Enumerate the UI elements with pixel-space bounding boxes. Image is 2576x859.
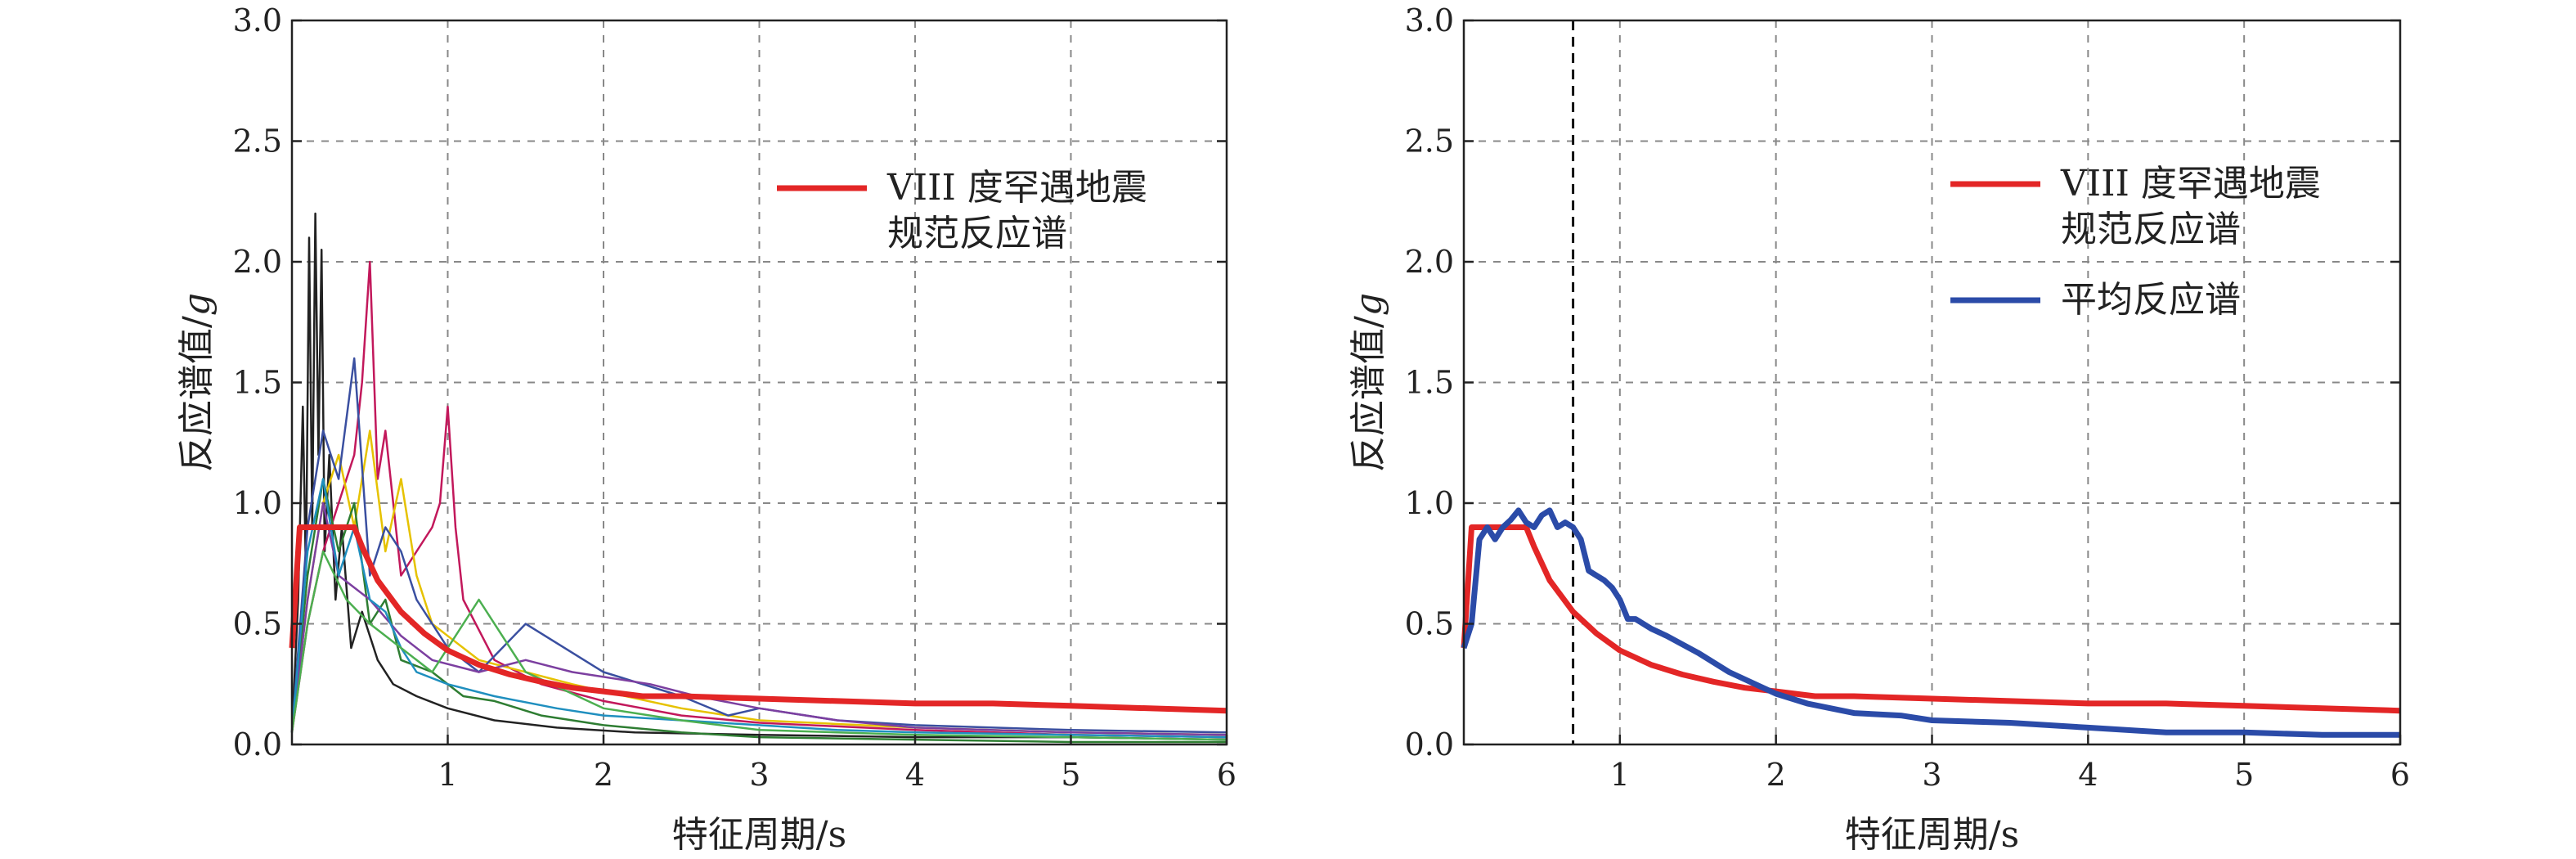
- legend-label: 规范反应谱: [2061, 209, 2241, 250]
- x-tick-label: 5: [1061, 757, 1080, 793]
- y-axis-label-unit: g: [176, 293, 218, 316]
- x-tick-label: 1: [1610, 757, 1630, 793]
- y-tick-label: 3.0: [233, 2, 282, 38]
- y-tick-label: 1.0: [1405, 485, 1454, 521]
- series-line-main-0: [289, 524, 1227, 714]
- x-tick-label: 4: [905, 757, 925, 793]
- series-line-main-1: [1461, 507, 2400, 738]
- y-tick-label: 0.5: [1405, 606, 1454, 642]
- x-tick-label: 2: [594, 757, 613, 793]
- record-spectrum-line-2: [290, 260, 1227, 739]
- record-spectrum-line-7: [290, 478, 1227, 739]
- record-spectrum-line-3: [290, 430, 1227, 736]
- x-axis-label: 特征周期/s: [672, 814, 846, 856]
- record-spectrum-line-8: [290, 550, 1227, 741]
- y-tick-label: 2.5: [233, 124, 282, 160]
- y-tick-label: 2.5: [1405, 124, 1454, 160]
- right-chart-panel: 0.0 0.5 1.0 1.5 2.0 2.5 3.0 1 2 3 4 5 6 特征周期/s 反应谱值/g V…: [1348, 2, 2410, 856]
- y-tick-label: 1.5: [1405, 365, 1454, 401]
- x-tick-label: 5: [2234, 757, 2254, 793]
- y-tick-label: 0.5: [233, 606, 282, 642]
- series-line-main-0: [1461, 524, 2401, 714]
- y-axis-label-text: 反应谱值/: [1348, 316, 1389, 472]
- y-axis-label: 反应谱值/g: [176, 293, 218, 472]
- x-tick-label: 6: [2390, 757, 2410, 793]
- x-tick-label: 6: [1217, 757, 1236, 793]
- y-tick-label: 3.0: [1405, 2, 1454, 38]
- y-tick-label: 0.0: [1405, 726, 1454, 762]
- y-tick-label: 2.0: [233, 244, 282, 280]
- legend-label: VIII 度罕遇地震: [2060, 163, 2321, 205]
- left-chart-panel: 0.0 0.5 1.0 1.5 2.0 2.5 3.0 1 2 3 4 5 6 特征周期/s 反应谱值/g V…: [176, 2, 1236, 856]
- y-axis-label-unit: g: [1348, 293, 1389, 316]
- x-tick-label: 2: [1766, 757, 1786, 793]
- x-axis-label: 特征周期/s: [1845, 814, 2019, 856]
- legend-label: 规范反应谱: [887, 213, 1067, 254]
- legend-label: VIII 度罕遇地震: [886, 167, 1147, 209]
- x-tick-label: 3: [749, 757, 769, 793]
- x-tick-label: 3: [1922, 757, 1941, 793]
- y-tick-label: 0.0: [233, 726, 282, 762]
- x-tick-label: 4: [2078, 757, 2098, 793]
- y-axis-label-text: 反应谱值/: [176, 316, 218, 472]
- y-tick-label: 1.0: [233, 485, 282, 521]
- y-tick-label: 1.5: [233, 365, 282, 401]
- y-axis-label: 反应谱值/g: [1348, 293, 1389, 472]
- record-spectrum-line-1: [290, 212, 1227, 741]
- legend-label: 平均反应谱: [2061, 279, 2241, 321]
- y-tick-label: 2.0: [1405, 244, 1454, 280]
- x-tick-label: 1: [438, 757, 457, 793]
- record-spectrum-line-5: [290, 357, 1227, 734]
